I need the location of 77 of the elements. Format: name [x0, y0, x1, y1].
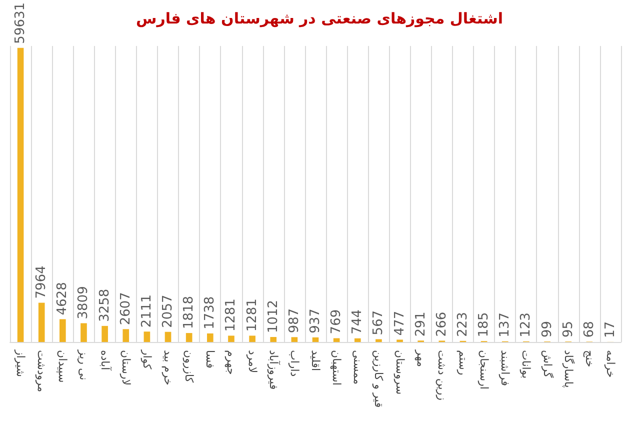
data-label: 266 — [434, 312, 450, 337]
x-tick-label: رستم — [456, 350, 470, 376]
bar — [122, 329, 130, 342]
x-tick-label: ممسنی — [351, 350, 364, 385]
x-tick-label: داراب — [288, 350, 301, 377]
data-label: 4628 — [55, 282, 70, 316]
data-label: 123 — [518, 312, 534, 338]
x-tick-label: فراشبند — [498, 350, 512, 386]
x-tick-label: سروستان — [393, 350, 406, 395]
data-label: 223 — [455, 312, 470, 337]
x-tick-label: پاسارگاد — [562, 350, 575, 388]
data-label: 987 — [286, 308, 302, 334]
x-tick-label: مرودشت — [35, 350, 48, 392]
data-label: 59631 — [13, 2, 28, 44]
bar — [186, 333, 192, 342]
bar — [354, 338, 361, 342]
data-label: 185 — [476, 312, 492, 338]
data-label: 477 — [392, 310, 408, 336]
x-tick-label: مهر — [414, 349, 428, 368]
x-tick-label: گراش — [540, 350, 554, 379]
data-label: 937 — [308, 308, 323, 334]
bar — [17, 48, 24, 342]
data-label: 1738 — [202, 296, 218, 330]
bar — [291, 337, 298, 342]
x-tick-label: استهبان — [330, 350, 344, 386]
bar — [312, 337, 319, 342]
chart-title: اشتغال مجوزهای صنعتی در شهرستان های فارس — [136, 10, 503, 28]
data-label: 291 — [413, 312, 428, 337]
bar — [80, 323, 87, 342]
data-label: 137 — [498, 312, 513, 338]
data-label: 3809 — [76, 286, 92, 320]
data-label: 744 — [350, 310, 366, 334]
x-tick-label: اقلید — [309, 350, 322, 372]
data-label: 1818 — [182, 296, 197, 330]
x-tick-label: خرم بید — [162, 350, 175, 386]
bar — [206, 333, 214, 342]
x-tick-label: خرامه — [604, 350, 617, 378]
x-tick-label: کازرون — [182, 350, 196, 384]
x-tick-label: شیراز — [14, 349, 28, 377]
data-label: 567 — [371, 310, 386, 336]
data-label: 1012 — [266, 300, 281, 334]
x-tick-label: لارستان — [119, 350, 132, 386]
x-tick-label: بوانات — [520, 350, 533, 379]
bar — [144, 332, 150, 342]
x-tick-label: قیر و کارزین — [372, 350, 386, 408]
data-label: 3258 — [97, 288, 112, 322]
x-tick-label: فسا — [204, 350, 217, 368]
data-label: 1281 — [224, 298, 239, 332]
data-label: 2057 — [160, 294, 176, 328]
bar — [60, 319, 66, 342]
x-tick-label: سپیدان — [56, 350, 70, 383]
bar — [228, 336, 234, 342]
x-tick-label: جهرم — [224, 350, 238, 375]
data-label: 2111 — [139, 294, 154, 328]
data-label: 68 — [582, 321, 597, 338]
data-label: 99 — [540, 320, 555, 338]
bar — [38, 302, 45, 342]
bar — [333, 338, 340, 342]
bar — [249, 336, 256, 342]
bar — [102, 326, 108, 342]
x-tick-label: خنج — [582, 350, 596, 368]
x-tick-label: کوار — [140, 349, 154, 370]
data-label: 17 — [602, 321, 618, 338]
data-label: 7964 — [34, 266, 50, 299]
data-label: 2607 — [118, 292, 134, 326]
data-label: 1281 — [244, 298, 260, 332]
x-tick-label: نی ریز — [77, 349, 90, 380]
x-tick-label: آباده — [98, 350, 112, 372]
x-tick-label: زرین دشت — [435, 350, 448, 400]
bar — [270, 337, 277, 342]
x-tick-label: ارسنجان — [478, 350, 491, 390]
bar — [376, 339, 382, 342]
x-tick-label: فیروزآباد — [266, 350, 281, 390]
x-tick-label: لامرد — [246, 350, 259, 374]
data-label: 769 — [329, 309, 344, 334]
data-label: 95 — [560, 320, 576, 338]
bar — [164, 332, 172, 342]
